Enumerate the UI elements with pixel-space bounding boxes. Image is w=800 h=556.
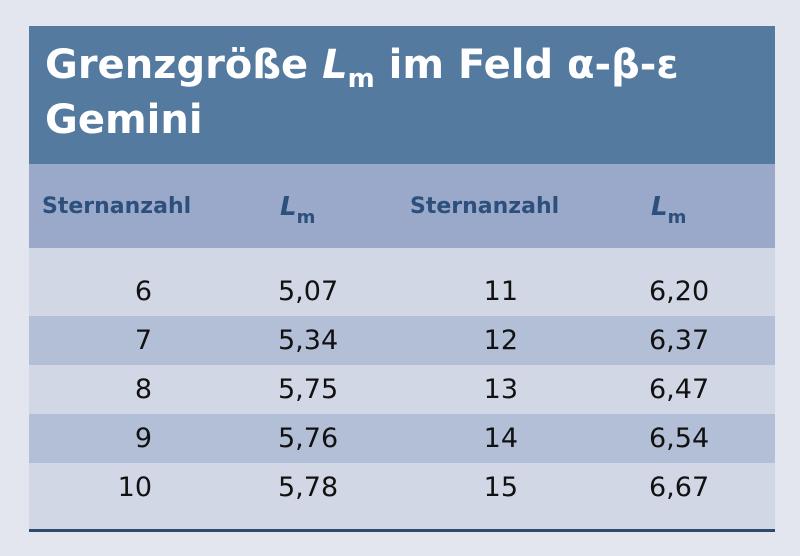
header-sternanzahl-2: Sternanzahl bbox=[410, 194, 560, 219]
cell-lm-2: 6,47 bbox=[649, 374, 710, 405]
cell-lm-1: 5,75 bbox=[278, 374, 339, 405]
cell-sternanzahl-2: 15 bbox=[483, 472, 518, 503]
title-text-line2: Gemini bbox=[45, 97, 203, 143]
header-lm-1-symbol: L bbox=[280, 192, 297, 222]
table-row: 8 5,75 13 6,47 bbox=[29, 365, 775, 414]
table-row: 9 5,76 14 6,54 bbox=[29, 414, 775, 463]
header-lm-2-subscript: m bbox=[667, 207, 687, 228]
cell-sternanzahl-2: 11 bbox=[483, 276, 518, 307]
cell-lm-1: 5,78 bbox=[278, 472, 339, 503]
cell-sternanzahl-1: 9 bbox=[134, 423, 152, 454]
cell-sternanzahl-1: 10 bbox=[117, 472, 152, 503]
title-bar: Grenzgröße Lm im Feld α-β-ε Gemini bbox=[29, 26, 775, 164]
cell-sternanzahl-2: 13 bbox=[483, 374, 518, 405]
title-lm-symbol: L bbox=[322, 42, 348, 88]
cell-lm-2: 6,67 bbox=[649, 472, 710, 503]
table-header-row: Sternanzahl Lm Sternanzahl Lm bbox=[29, 164, 775, 248]
cell-lm-2: 6,20 bbox=[649, 276, 710, 307]
header-lm-2: Lm bbox=[651, 192, 687, 228]
title-lm-subscript: m bbox=[347, 64, 375, 94]
cell-lm-2: 6,54 bbox=[649, 423, 710, 454]
cell-sternanzahl-2: 12 bbox=[483, 325, 518, 356]
title-text-part1: Grenzgröße bbox=[45, 42, 323, 88]
header-lm-1-subscript: m bbox=[296, 207, 316, 228]
table-row: 10 5,78 15 6,67 bbox=[29, 463, 775, 512]
cell-lm-1: 5,34 bbox=[278, 325, 339, 356]
cell-sternanzahl-1: 7 bbox=[134, 325, 152, 356]
header-sternanzahl-1: Sternanzahl bbox=[42, 194, 192, 219]
table-title: Grenzgröße Lm im Feld α-β-ε Gemini bbox=[45, 40, 765, 145]
table-row: 7 5,34 12 6,37 bbox=[29, 316, 775, 365]
table-row: 6 5,07 11 6,20 bbox=[29, 267, 775, 316]
cell-sternanzahl-1: 8 bbox=[134, 374, 152, 405]
header-lm-1: Lm bbox=[280, 192, 316, 228]
header-lm-2-symbol: L bbox=[651, 192, 668, 222]
data-table-card: Grenzgröße Lm im Feld α-β-ε Gemini Stern… bbox=[29, 26, 775, 532]
cell-lm-1: 5,07 bbox=[278, 276, 339, 307]
title-text-part2: im Feld α-β-ε bbox=[374, 42, 679, 88]
cell-sternanzahl-1: 6 bbox=[134, 276, 152, 307]
cell-sternanzahl-2: 14 bbox=[483, 423, 518, 454]
cell-lm-2: 6,37 bbox=[649, 325, 710, 356]
cell-lm-1: 5,76 bbox=[278, 423, 339, 454]
